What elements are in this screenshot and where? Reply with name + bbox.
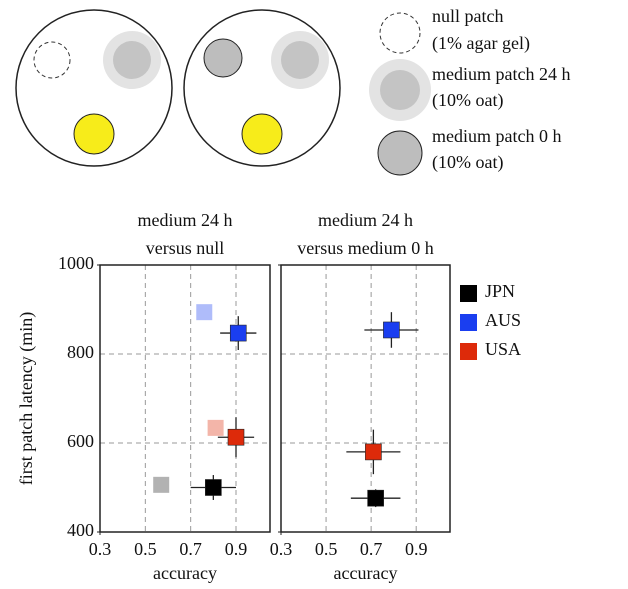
point [367,489,384,507]
panel-title: versus null [146,238,225,258]
diagram-sublabel: (10% oat) [432,152,503,173]
plot-frame [280,264,451,533]
medium-patch-0h [203,38,243,78]
point [205,479,222,496]
point [229,324,247,342]
y-tick-label: 1000 [58,253,94,273]
legend-swatch [460,343,477,360]
legend-icon [377,130,423,176]
food-patch [241,113,283,155]
x-tick-label: 0.3 [270,539,293,559]
diagram-sublabel: (1% agar gel) [432,33,530,54]
diagram-sublabel: (10% oat) [432,90,503,111]
diagram-label: medium patch 0 h [432,126,561,146]
legend-label: AUS [485,310,521,330]
x-tick-label: 0.9 [405,539,428,559]
y-tick-label: 800 [67,342,94,362]
point [153,476,170,493]
x-tick-label: 0.3 [89,539,112,559]
dish [183,9,341,167]
y-tick-label: 600 [67,431,94,451]
diagram-label: null patch [432,6,503,26]
diagram: null patch (1% agar gel) medium patch 24… [15,6,570,176]
point [383,321,400,339]
point [227,428,245,446]
food-patch [73,113,115,155]
panel-title: medium 24 h [138,210,233,230]
x-axis-label: accuracy [334,563,398,583]
plot-frame [99,264,271,533]
x-tick-label: 0.5 [134,539,157,559]
legend-swatch [460,285,477,302]
x-tick-label: 0.9 [225,539,248,559]
null-patch [33,41,71,79]
legend-icon [380,70,420,110]
point [207,419,224,436]
y-tick-label: 400 [67,520,94,540]
point [196,304,213,321]
x-tick-label: 0.7 [179,539,202,559]
y-axis-label: first patch latency (min) [16,312,37,485]
medium-patch-24h-core [113,41,151,79]
panel-title: versus medium 0 h [297,238,434,258]
x-tick-label: 0.5 [315,539,338,559]
legend-icon [379,12,421,54]
point [365,443,382,461]
x-tick-label: 0.7 [360,539,383,559]
legend-label: USA [485,339,521,359]
panel-title: medium 24 h [318,210,413,230]
legend-swatch [460,314,477,331]
legend-label: JPN [485,281,515,301]
diagram-label: medium patch 24 h [432,64,570,84]
x-axis-label: accuracy [153,563,217,583]
dish [15,9,173,167]
medium-patch-24h-core [281,41,319,79]
